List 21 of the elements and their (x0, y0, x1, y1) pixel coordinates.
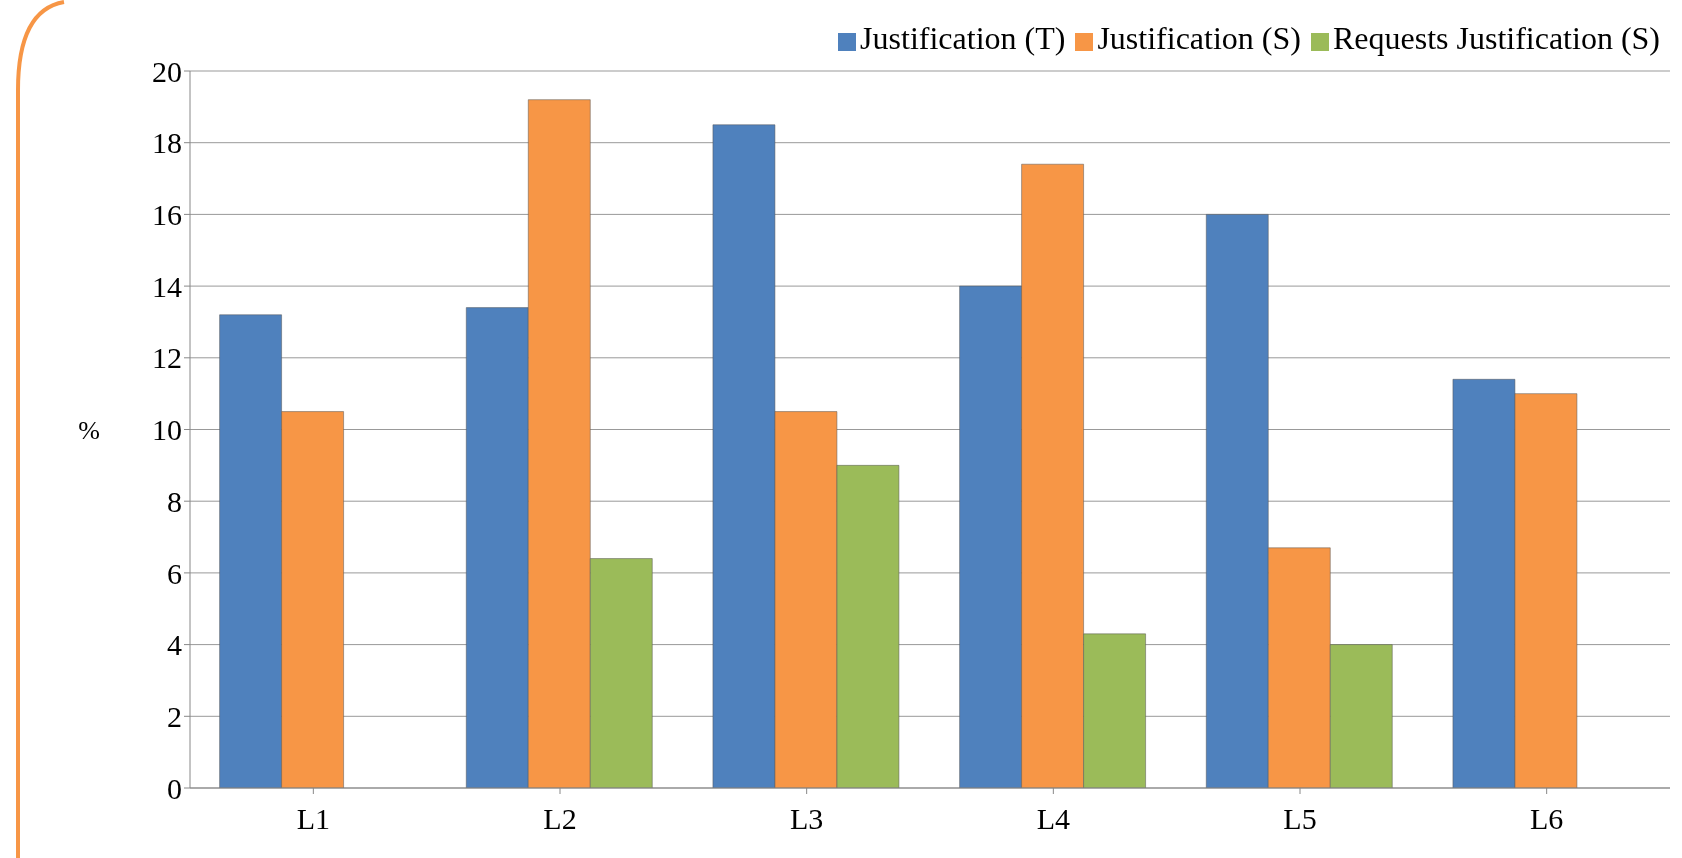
y-tick-label: 2 (167, 699, 182, 733)
legend-label: Justification (T) (860, 20, 1066, 56)
y-axis-title: % (78, 415, 100, 445)
y-tick-label: 12 (152, 341, 182, 375)
x-tick-label: L3 (790, 802, 824, 836)
x-tick-label: L6 (1530, 802, 1564, 836)
y-tick-label: 6 (167, 556, 182, 590)
y-tick-label: 8 (167, 484, 182, 518)
x-tick-label: L2 (543, 802, 577, 836)
y-tick-label: 16 (152, 198, 182, 232)
x-tick-label: L1 (296, 802, 330, 836)
x-tick-label: L5 (1283, 802, 1317, 836)
y-tick-label: 0 (167, 771, 182, 805)
legend-label: Requests Justification (S) (1332, 20, 1660, 56)
y-tick-label: 20 (152, 54, 182, 88)
x-tick-label: L4 (1036, 802, 1070, 836)
y-tick-label: 10 (152, 413, 182, 447)
legend-label: Justification (S) (1097, 20, 1301, 56)
y-tick-label: 4 (167, 628, 182, 662)
y-tick-label: 14 (152, 269, 182, 303)
y-tick-label: 18 (152, 126, 182, 160)
